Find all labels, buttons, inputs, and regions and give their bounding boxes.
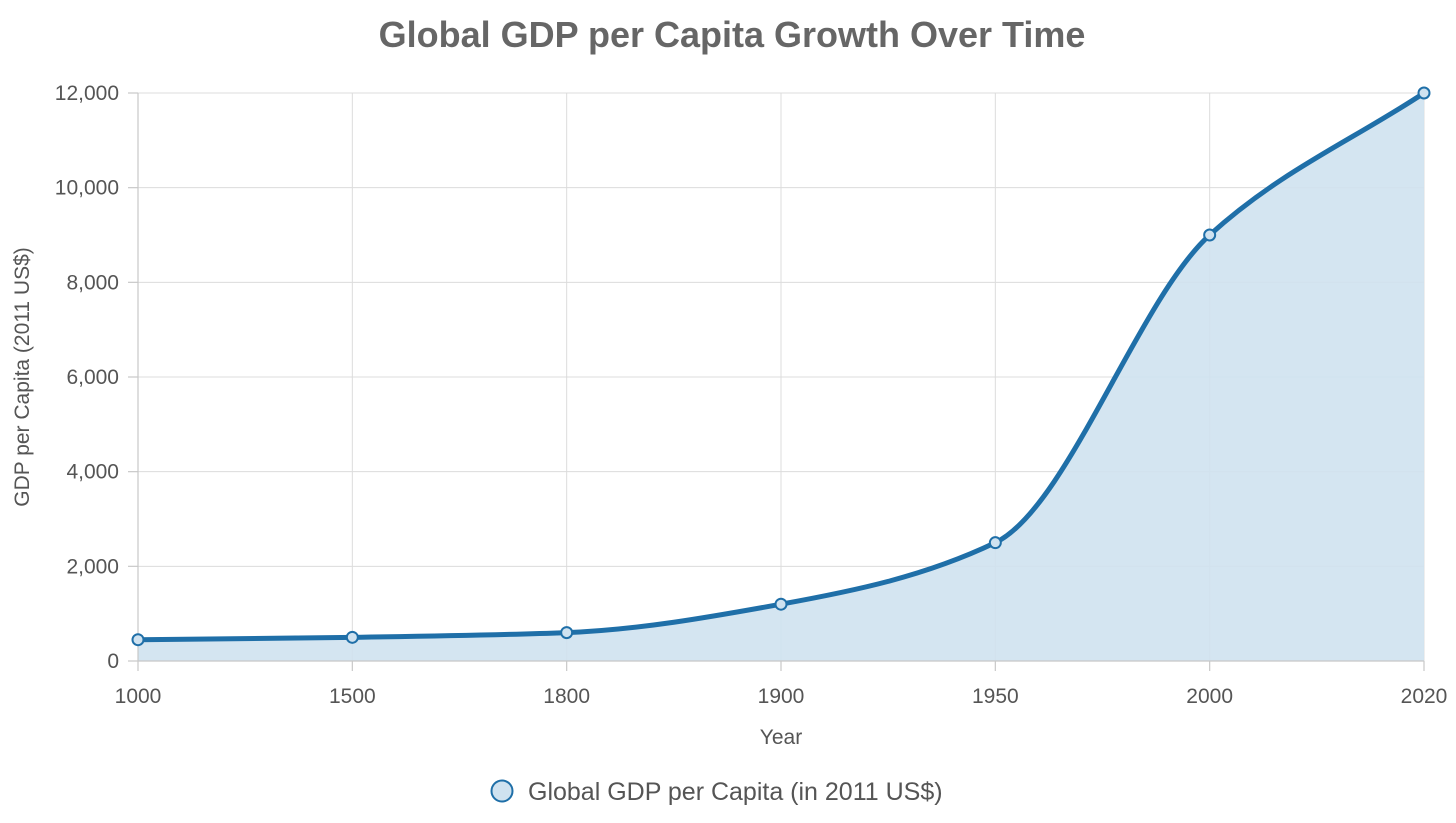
x-tick-label: 1900 <box>758 685 805 708</box>
legend-label: Global GDP per Capita (in 2011 US$) <box>528 778 943 806</box>
legend[interactable]: Global GDP per Capita (in 2011 US$) <box>490 778 943 806</box>
y-tick-label: 0 <box>107 650 119 673</box>
x-tick-label: 1500 <box>329 685 376 708</box>
chart-title: Global GDP per Capita Growth Over Time <box>379 14 1086 55</box>
tick-labels: 0 2,000 4,000 6,000 8,000 10,000 12,000 1000 150… <box>55 82 1448 708</box>
axes <box>128 92 1425 671</box>
data-point[interactable] <box>560 626 574 640</box>
x-tick-label: 1800 <box>543 685 590 708</box>
y-tick-label: 2,000 <box>66 555 119 578</box>
y-tick-label: 12,000 <box>55 82 119 105</box>
legend-marker-icon <box>490 779 514 803</box>
y-axis-title: GDP per Capita (2011 US$) <box>11 247 34 507</box>
x-tick-label: 1950 <box>972 685 1019 708</box>
data-point[interactable] <box>1203 228 1217 242</box>
y-tick-label: 6,000 <box>66 366 119 389</box>
data-point[interactable] <box>131 633 145 647</box>
data-point[interactable] <box>988 536 1002 550</box>
series-area-fill <box>138 93 1424 661</box>
data-point[interactable] <box>774 597 788 611</box>
x-tick-label: 2000 <box>1186 685 1233 708</box>
y-tick-label: 4,000 <box>66 461 119 484</box>
data-point[interactable] <box>345 630 359 644</box>
x-tick-label: 2020 <box>1401 685 1448 708</box>
y-tick-label: 10,000 <box>55 177 119 200</box>
x-tick-label: 1000 <box>115 685 162 708</box>
x-axis-title: Year <box>760 726 802 749</box>
y-tick-label: 8,000 <box>66 271 119 294</box>
data-point[interactable] <box>1417 86 1431 100</box>
data-points <box>131 86 1431 647</box>
